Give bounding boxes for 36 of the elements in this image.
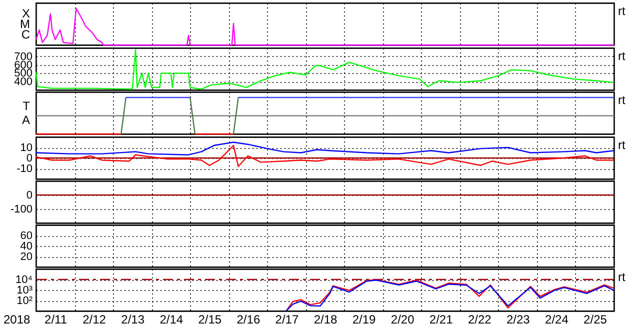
text: rt: [618, 138, 626, 152]
text: rt: [618, 49, 626, 63]
y-tick-label: -10: [16, 163, 32, 175]
text: rt: [618, 4, 626, 18]
text: rt: [618, 93, 626, 107]
x-tick-label: 2/24: [545, 312, 569, 326]
line-series: [35, 142, 615, 156]
text: A: [22, 113, 30, 127]
y-tick-label: 0: [26, 190, 32, 202]
x-tick-label: 2/11: [44, 312, 68, 326]
x-tick-label: 2/23: [506, 312, 530, 326]
x-tick-label: 2/21: [429, 312, 454, 326]
y-tick-label: 20: [20, 251, 32, 263]
y-tick-label: 10⁴: [16, 274, 33, 286]
x-tick-label: 2/22: [468, 312, 492, 326]
x-tick-label: 2/14: [160, 312, 184, 326]
x-tick-label: 2/20: [390, 312, 415, 326]
text: T: [22, 99, 31, 113]
x-tick-label: 2/19: [352, 312, 376, 326]
x-axis-title: 2018: [4, 312, 31, 326]
y-tick-label: 0: [26, 152, 32, 164]
text: rt: [618, 270, 626, 284]
x-tick-label: 2/12: [82, 312, 106, 326]
x-tick-label: 2/16: [236, 312, 260, 326]
y-tick-label: 40: [20, 240, 32, 252]
y-tick-label: 10: [20, 142, 32, 154]
x-tick-label: 2/13: [121, 312, 145, 326]
y-tick-label: 60: [20, 230, 32, 242]
y-tick-label: 10³: [16, 284, 33, 296]
y-tick-label: -100: [10, 204, 32, 216]
y-tick-label: 10²: [16, 295, 33, 307]
x-tick-label: 2/18: [314, 312, 338, 326]
line-series: [35, 144, 615, 167]
x-tick-label: 2/25: [584, 312, 608, 326]
x-tick-label: 2/17: [275, 312, 299, 326]
x-tick-label: 2/15: [198, 312, 222, 326]
